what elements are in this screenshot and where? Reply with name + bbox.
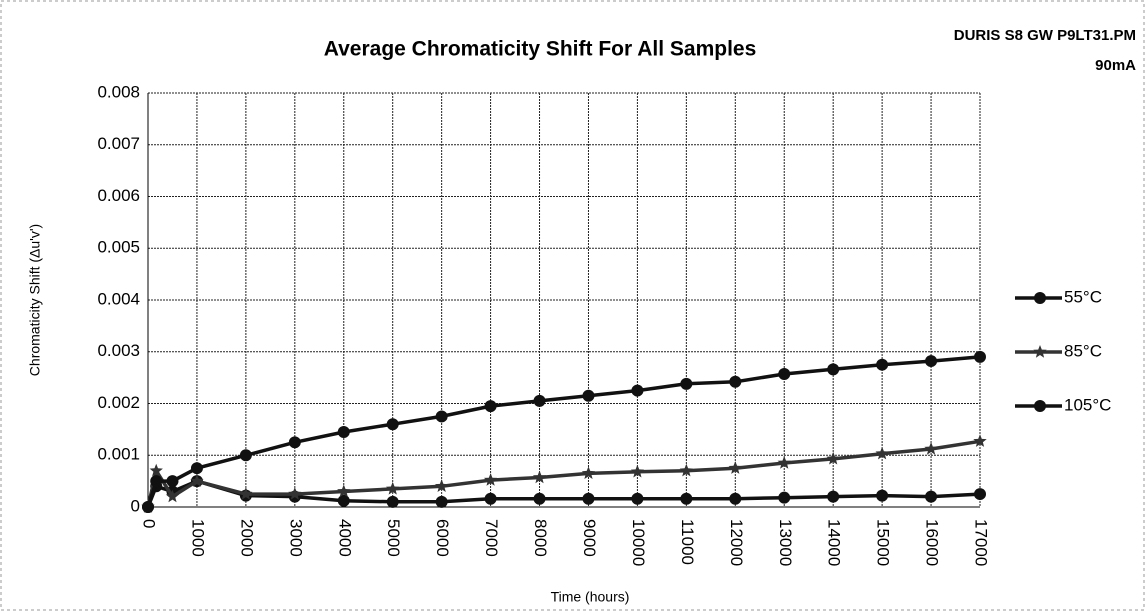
marker — [777, 456, 791, 469]
marker — [729, 492, 742, 505]
marker — [435, 495, 448, 508]
marker — [876, 358, 889, 371]
legend-marker — [1034, 400, 1046, 412]
marker — [150, 475, 163, 488]
y-tick-label: 0.008 — [97, 82, 140, 101]
marker — [827, 490, 840, 503]
x-axis-label: Time (hours) — [551, 589, 630, 605]
marker — [288, 487, 302, 500]
marker — [631, 384, 644, 397]
marker — [778, 368, 791, 381]
marker — [483, 473, 498, 486]
y-tick-label: 0.005 — [97, 238, 140, 257]
marker — [165, 489, 180, 503]
marker — [484, 400, 497, 413]
chart-title: Average Chromaticity Shift For All Sampl… — [324, 38, 757, 61]
marker — [778, 491, 791, 504]
marker — [925, 355, 938, 368]
y-tick-label: 0.002 — [97, 393, 140, 412]
y-tick-label: 0.006 — [97, 186, 140, 205]
marker — [435, 410, 448, 423]
marker — [149, 463, 163, 477]
marker — [826, 451, 840, 465]
x-tick-label: 15000 — [874, 519, 893, 566]
y-tick-label: 0.001 — [97, 445, 140, 464]
marker — [533, 492, 546, 505]
x-tick-label: 11000 — [678, 519, 697, 565]
marker — [386, 418, 399, 431]
marker — [925, 490, 938, 503]
marker — [729, 375, 742, 388]
legend-label: 105°C — [1064, 395, 1111, 414]
marker — [728, 461, 742, 474]
legend-label: 85°C — [1064, 341, 1102, 360]
x-tick-label: 1000 — [188, 519, 207, 557]
x-tick-label: 3000 — [286, 519, 305, 557]
marker — [435, 479, 449, 492]
x-tick-label: 7000 — [482, 519, 501, 557]
x-tick-label: 10000 — [629, 519, 648, 566]
x-tick-label: 0 — [140, 519, 159, 528]
marker — [337, 484, 351, 498]
y-tick-label: 0.004 — [97, 289, 140, 308]
marker — [630, 464, 645, 478]
marker — [166, 475, 179, 488]
marker — [973, 434, 987, 447]
marker — [974, 488, 986, 501]
x-tick-label: 12000 — [727, 519, 746, 566]
x-tick-label: 13000 — [776, 519, 795, 566]
marker — [974, 350, 986, 363]
legend-marker — [1034, 292, 1046, 304]
x-tick-label: 4000 — [335, 519, 354, 557]
x-tick-label: 6000 — [433, 519, 452, 557]
marker — [337, 425, 350, 438]
y-tick-label: 0.007 — [97, 134, 140, 153]
marker — [386, 495, 399, 508]
marker — [679, 463, 693, 477]
marker — [484, 492, 497, 505]
marker — [581, 466, 596, 479]
marker — [876, 489, 889, 502]
marker — [875, 446, 889, 460]
marker — [680, 492, 693, 505]
marker — [337, 494, 350, 507]
annotation: DURIS S8 GW P9LT31.PM — [954, 27, 1136, 44]
marker — [582, 492, 595, 505]
legend-label: 55°C — [1064, 287, 1102, 306]
marker — [924, 442, 938, 455]
marker — [582, 389, 595, 402]
x-tick-label: 9000 — [580, 519, 599, 557]
x-tick-label: 16000 — [923, 519, 942, 566]
marker — [190, 474, 204, 487]
marker — [386, 481, 400, 495]
marker — [142, 501, 154, 513]
x-tick-label: 8000 — [531, 519, 550, 557]
marker — [288, 436, 301, 449]
legend-marker — [1033, 345, 1047, 358]
x-tick-label: 2000 — [237, 519, 256, 557]
marker — [533, 394, 546, 407]
y-tick-label: 0 — [131, 496, 140, 515]
marker — [680, 377, 693, 390]
annotation: 90mA — [1095, 57, 1136, 74]
series-line — [146, 439, 981, 508]
marker — [239, 449, 252, 462]
marker — [239, 487, 253, 500]
y-tick-label: 0.003 — [97, 341, 140, 360]
x-tick-label: 17000 — [972, 519, 991, 566]
x-tick-label: 5000 — [384, 519, 403, 557]
marker — [190, 462, 203, 475]
marker — [532, 470, 547, 484]
series-line — [146, 355, 981, 508]
y-axis-label: Chromaticity Shift (Δu'v') — [27, 224, 43, 376]
marker — [827, 363, 840, 376]
x-tick-label: 14000 — [825, 519, 844, 566]
marker — [631, 492, 644, 505]
